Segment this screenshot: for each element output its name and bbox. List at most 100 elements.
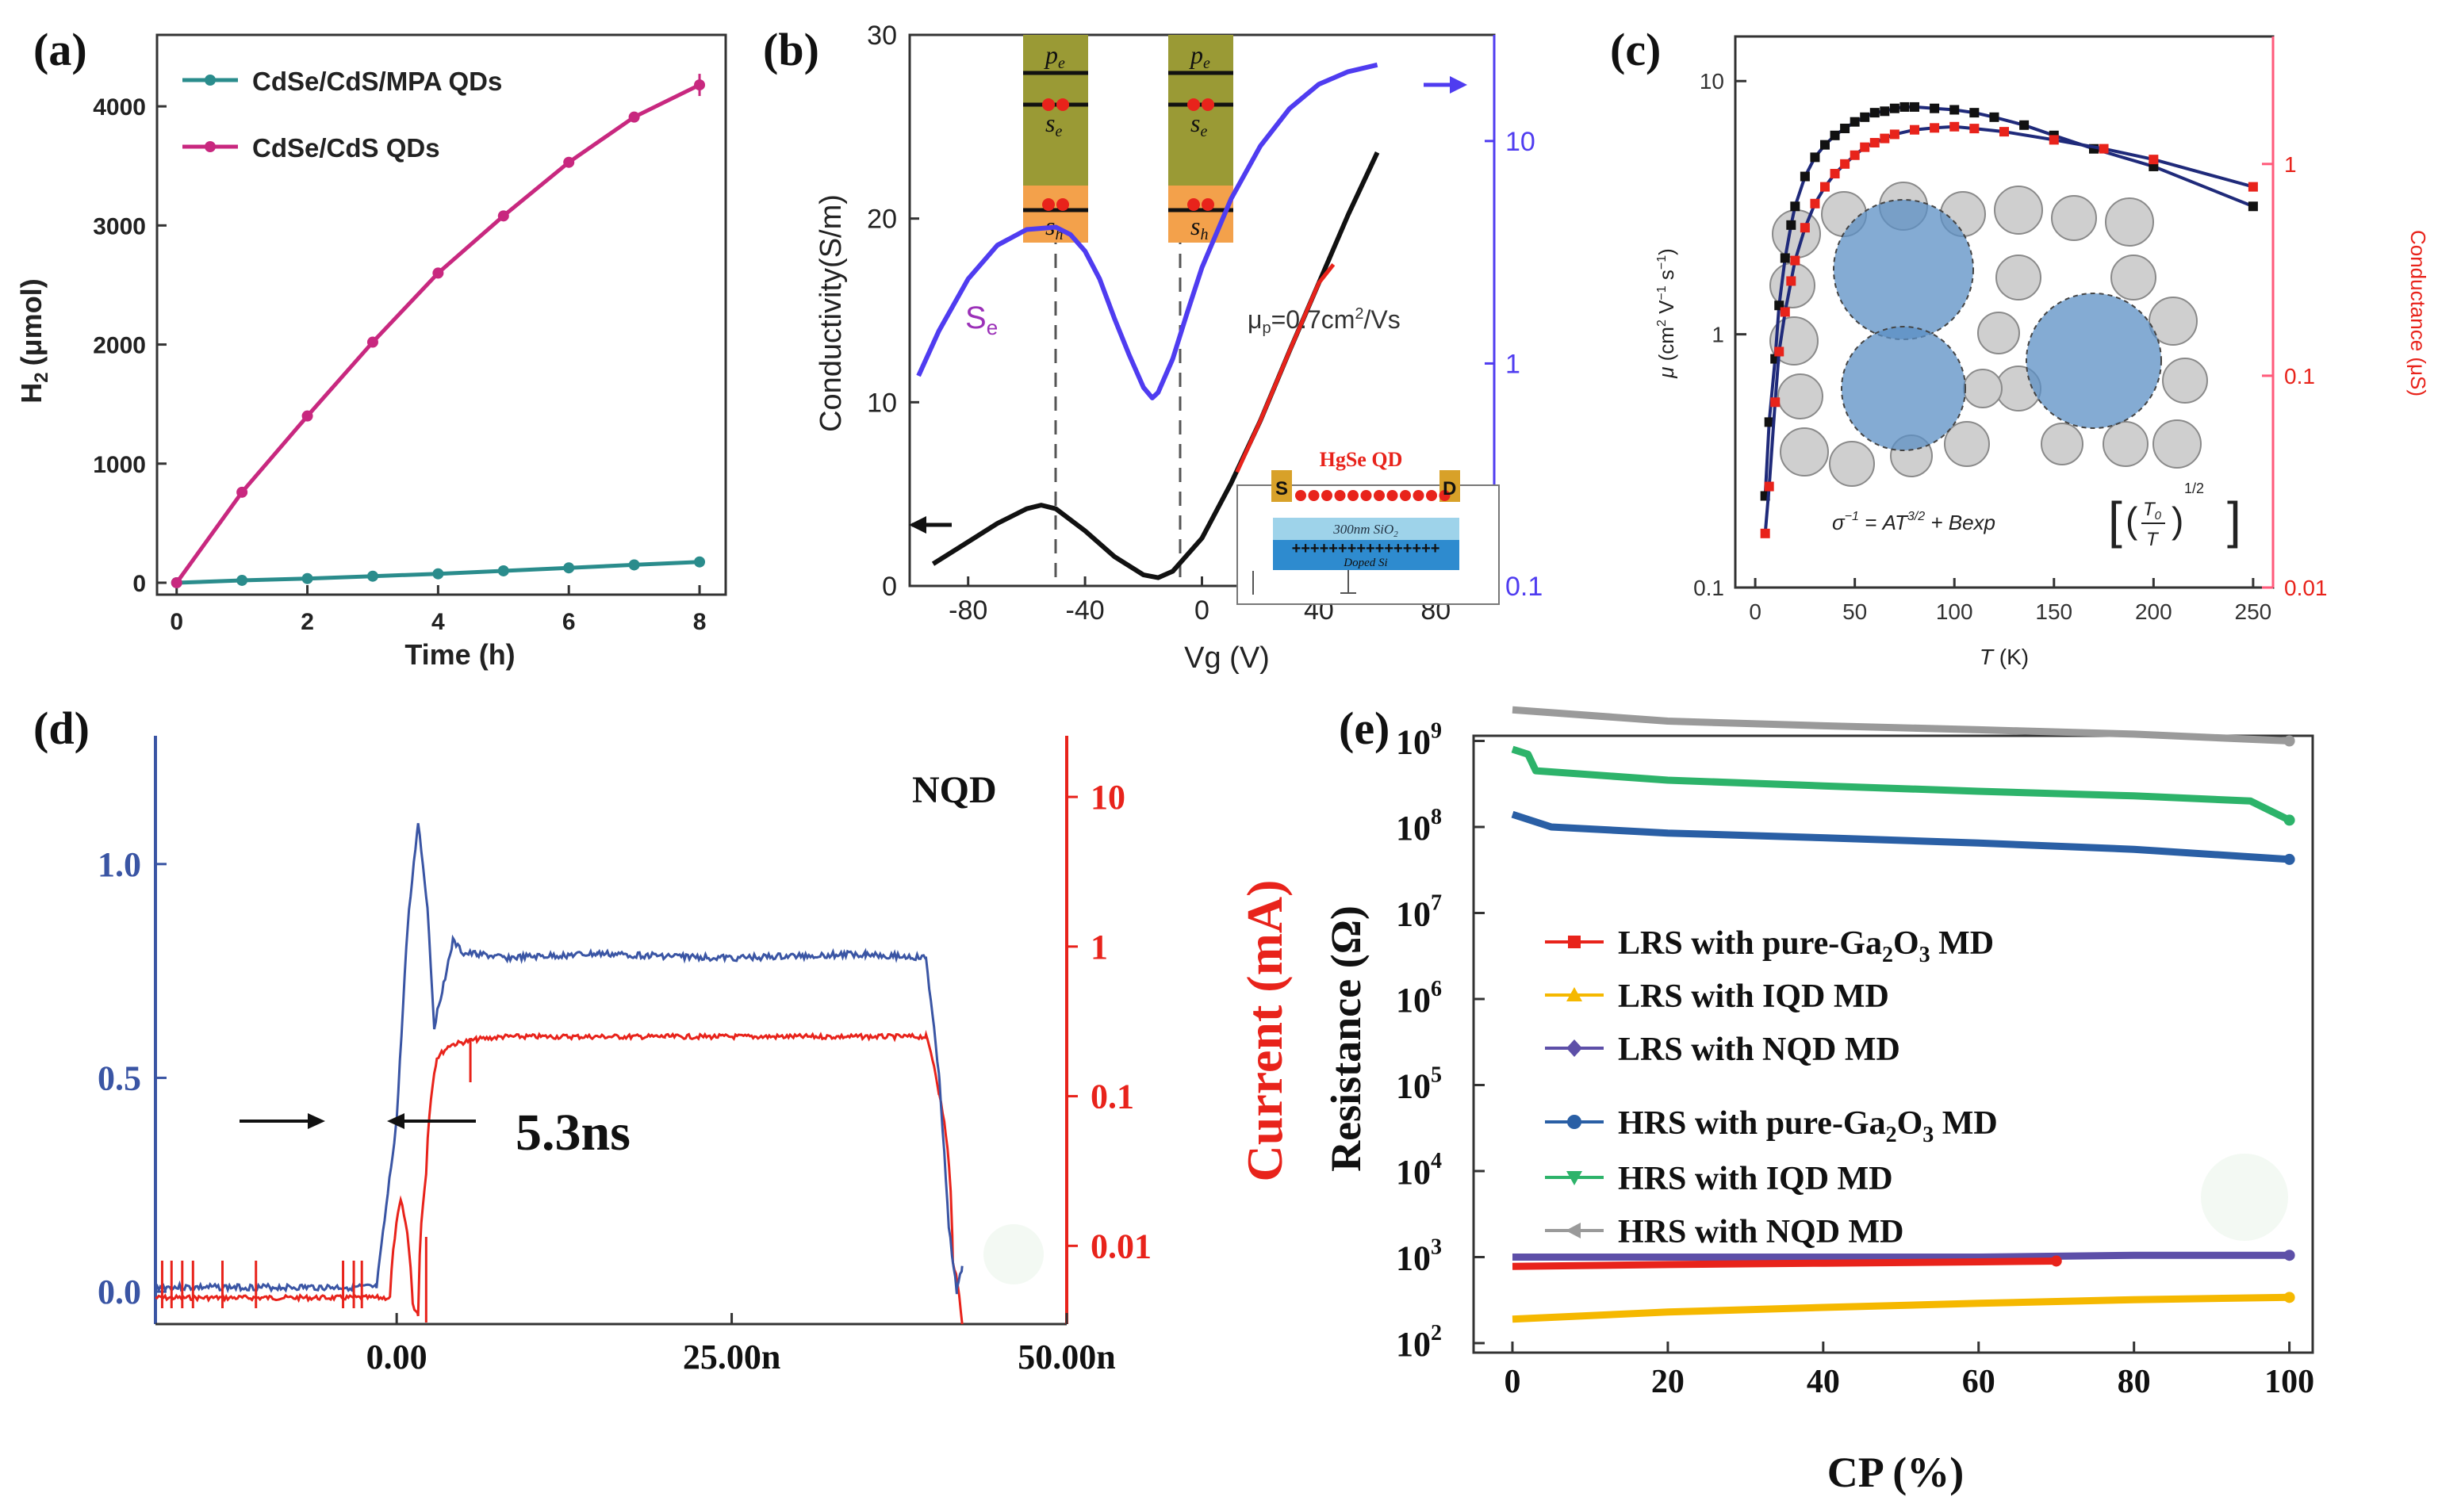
legend-e-marker [1566,1039,1582,1057]
data-point-c [1989,112,1999,122]
data-point-c [2248,182,2258,192]
axes-frame-e [1472,734,2314,1354]
data-point-c [1790,201,1800,212]
level-se-left: se [1045,109,1062,140]
xtick-label-c: 150 [2035,599,2072,624]
se-label: Se [965,300,998,339]
ligand-sphere [2103,421,2149,467]
data-point-a [563,562,575,574]
delay-label: 5.3ns [516,1104,631,1162]
data-point-a [432,267,444,279]
xtick-label-c: 0 [1749,599,1761,624]
data-point-c [1910,124,1919,135]
legend-e-label: LRS with pure-Ga2O3 MD [1618,925,1994,967]
level-se-right: se [1190,109,1207,140]
data-point-a [628,559,640,571]
delay-arrows [240,1113,476,1129]
data-point-c [1764,481,1774,492]
data-point-c [1899,101,1910,112]
series-line-e-2 [1511,810,2290,863]
data-point-c [1860,112,1870,122]
series-line-e-0 [1512,706,2290,745]
inset-title: HgSe QD [1320,448,1403,471]
xtick-label-d: 0.00 [366,1338,427,1376]
watermark-dot [983,1224,1044,1284]
ligand-sphere [2152,419,2202,469]
quantum-dot [1439,490,1451,501]
series-line-b-mobility [916,62,1378,400]
data-point-a [366,336,378,348]
data-point-c [1850,150,1860,160]
data-point-c [1786,276,1796,286]
ytick-label-a: 3000 [93,213,146,239]
legend-e-marker [1566,1171,1582,1185]
data-point-a [628,111,640,123]
energy-levels-right: pe se sh [1168,35,1233,243]
panel-c-label: (c) [1610,24,1661,75]
xtick-label-e: 100 [2264,1364,2314,1400]
legend-a-marker-cds [205,141,216,152]
data-point-c [1830,169,1840,179]
ligand-sphere [1780,427,1829,477]
data-point-a [301,572,313,584]
data-point-c [1949,121,1960,132]
ytick-label-b: 30 [867,21,897,51]
quantum-dot [1374,490,1385,501]
ligand-sphere [2162,358,2208,404]
equation-t: T [2146,529,2160,550]
xlabel-a: Time (h) [404,638,515,671]
xtick-label-b: -40 [1066,595,1105,626]
xtick-label-d: 25.00n [683,1338,780,1376]
end-marker-e [2050,1255,2062,1267]
legend-e-label: HRS with pure-Ga2O3 MD [1618,1105,1998,1147]
data-point-c [1780,253,1790,263]
arrow-right-axis [1424,76,1467,94]
data-point-c [1880,133,1890,144]
xtick-label-e: 20 [1651,1364,1685,1400]
ytick-label-c: 1 [1712,323,1724,347]
ligand-sphere [1829,441,1875,487]
level-pe-left: pe [1044,40,1065,72]
end-marker-e [2283,1250,2295,1261]
ytick-right-label-b: 1 [1505,349,1520,379]
legend-a-marker-mpa [205,75,216,86]
axes-frame-a [155,33,727,596]
xtick-label-a: 2 [301,609,314,635]
quantum-dot [1347,490,1359,501]
series-line-e-5 [1512,1293,2290,1323]
ytick-label-e: 107 [1396,891,1442,934]
quantum-dot [1400,490,1411,501]
legend-e-label: HRS with NQD MD [1618,1214,1904,1250]
data-point-c [1869,108,1880,118]
level-sh-right: sh [1190,212,1208,243]
level-pe-right: pe [1189,40,1210,72]
series-line-d-voltage [155,823,964,1295]
data-point-c [2019,120,2030,130]
data-point-a [236,486,248,498]
data-point-c [1770,397,1781,408]
data-point-a [694,556,706,568]
data-point-c [1930,123,1940,133]
equation-exponent: 1/2 [2184,480,2204,496]
inset-source: S [1275,478,1288,500]
legend-e-label: LRS with IQD MD [1618,978,1889,1015]
data-point-a [497,565,509,576]
data-point-c [2248,201,2258,212]
quantum-dot [1334,490,1346,501]
quantum-dot [1360,490,1372,501]
xlabel-e: CP (%) [1827,1449,1964,1496]
ylabel-right-d: Current (mA) [1236,880,1293,1182]
data-point-c [1810,198,1820,209]
ytick-label-a: 2000 [93,333,146,359]
series-line-e-3 [1512,1251,2290,1261]
data-point-c [1930,103,1940,113]
ligand-sphere [2041,423,2083,465]
band-green-right [1168,35,1233,186]
xtick-label-a: 8 [693,609,707,635]
data-point-c [1810,152,1820,163]
inset-drain: D [1443,478,1456,500]
equation-c: σ−1 = AT3/2 + Bexp [1832,510,1995,534]
xlabel-c: T (K) [1980,645,2029,669]
legend-e-label: HRS with IQD MD [1618,1161,1893,1197]
end-marker-e [2283,853,2295,865]
